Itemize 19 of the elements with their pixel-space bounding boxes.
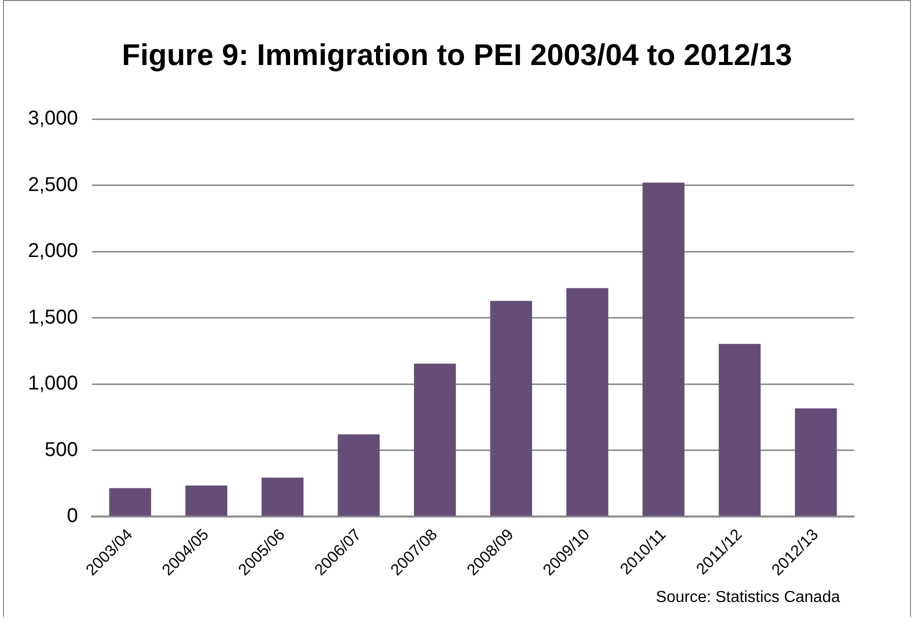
bar bbox=[262, 478, 304, 516]
bar bbox=[109, 488, 152, 516]
chart-title: Figure 9: Immigration to PEI 2003/04 to 2012/13 bbox=[120, 39, 794, 73]
bar bbox=[794, 408, 837, 516]
y-tick-label: 2,500 bbox=[28, 174, 78, 196]
bar bbox=[338, 434, 380, 516]
y-tick-label: 1,000 bbox=[28, 372, 78, 395]
y-tick-label: 0 bbox=[66, 505, 78, 528]
bar bbox=[718, 344, 761, 516]
bar bbox=[642, 182, 684, 516]
y-tick-label: 2,000 bbox=[28, 240, 78, 262]
y-tick-label: 3,000 bbox=[28, 108, 78, 130]
source-note: Source: Statistics Canada bbox=[656, 589, 840, 607]
bar bbox=[185, 486, 228, 516]
y-tick-label: 500 bbox=[44, 438, 78, 461]
y-tick-label: 1,500 bbox=[28, 306, 78, 328]
bar bbox=[566, 288, 608, 516]
bar bbox=[414, 364, 456, 516]
bar bbox=[490, 300, 532, 516]
